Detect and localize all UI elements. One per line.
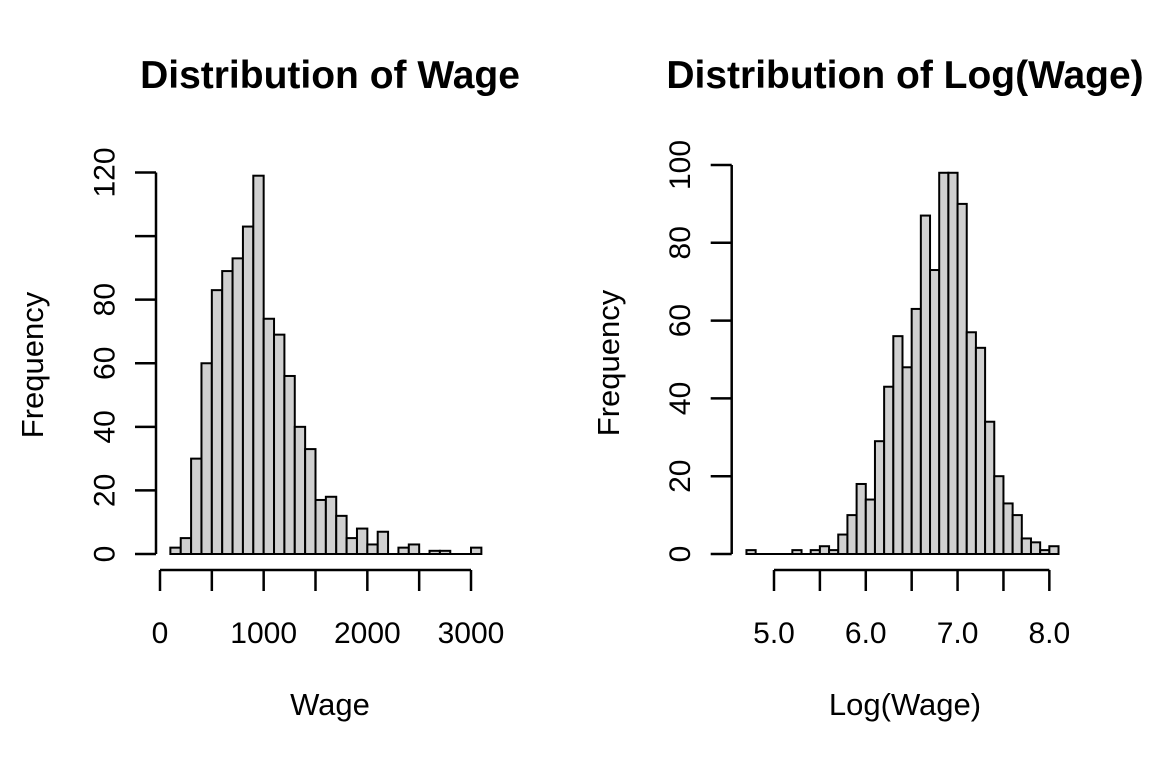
histogram-bar (947, 171, 959, 555)
x-axis-title-wage: Wage (290, 687, 370, 722)
histogram-bar (169, 546, 182, 556)
y-axis-title-log-wage: Frequency (591, 289, 626, 437)
histogram-bar (1039, 549, 1051, 555)
chart-title-log-wage: Distribution of Log(Wage) (666, 54, 1144, 97)
histogram-bar (335, 514, 348, 555)
histogram-bar (745, 549, 757, 555)
histogram-bar (864, 498, 876, 556)
x-axis-tick-label: 1000 (230, 617, 297, 650)
y-axis-tick-label: 20 (89, 474, 122, 507)
histogram-bar (828, 549, 840, 555)
histogram-bar (818, 545, 831, 555)
histogram-bar (809, 549, 821, 555)
y-axis-tick-label: 80 (664, 226, 697, 259)
histogram-bar (438, 549, 452, 555)
y-axis-title-wage: Frequency (15, 291, 50, 439)
histogram-bar (993, 475, 1005, 556)
histogram-bar (293, 425, 307, 555)
histogram-bar (397, 546, 410, 556)
x-axis-tick-label: 5.0 (753, 617, 795, 650)
y-axis-tick-label: 40 (89, 410, 122, 443)
histogram-bar (221, 270, 234, 555)
histogram-bar (1002, 502, 1014, 555)
histogram-bar (965, 331, 977, 555)
histogram-bar (919, 214, 932, 555)
x-axis-tick-label: 8.0 (1028, 617, 1070, 650)
histogram-bar (252, 174, 265, 555)
y-axis-tick-label: 0 (89, 546, 122, 563)
x-axis-tick-label: 2000 (334, 617, 401, 650)
x-axis-tick-label: 3000 (438, 617, 505, 650)
y-axis-tick-label: 120 (89, 147, 122, 197)
histogram-bar (791, 549, 803, 555)
histogram-bar (1011, 514, 1023, 555)
histogram-bar (892, 335, 904, 555)
histogram-bar (200, 362, 213, 556)
histogram-bar (407, 543, 421, 556)
chart-title-wage: Distribution of Wage (140, 54, 520, 97)
histogram-bar (428, 549, 441, 555)
histogram-bar (1029, 541, 1042, 556)
histogram-bar (324, 495, 338, 556)
x-axis-tick-label: 7.0 (937, 617, 979, 650)
histogram-bar (910, 307, 922, 555)
histogram-bar (901, 366, 913, 555)
histogram-bar (376, 530, 390, 556)
histogram-bar (974, 346, 987, 555)
histogram-bar (190, 457, 203, 556)
histogram-bar (883, 385, 895, 556)
y-axis-tick-label: 60 (664, 304, 697, 337)
histogram-bar (179, 537, 193, 555)
histogram-bar (956, 202, 968, 555)
histogram-bar (1048, 545, 1060, 555)
histogram-bar (366, 543, 379, 556)
histogram-bar (210, 289, 224, 555)
y-axis-tick-label: 40 (664, 382, 697, 415)
y-axis-tick-label: 80 (89, 283, 122, 316)
x-axis-title-log-wage: Log(Wage) (828, 687, 982, 722)
x-axis-tick-label: 0 (152, 617, 169, 650)
y-axis-tick-label: 0 (664, 546, 697, 563)
histogram-bar (241, 225, 255, 556)
histogram-bar (855, 482, 867, 556)
histogram-bar (304, 448, 317, 555)
histogram-bar (938, 171, 950, 555)
histogram-bar (873, 440, 886, 555)
histogram-bar (262, 317, 276, 555)
histogram-bar (345, 537, 358, 555)
histogram-bar (846, 514, 858, 555)
histogram-bar (355, 527, 369, 555)
y-axis-tick-label: 60 (89, 347, 122, 380)
histogram-bar (984, 420, 996, 555)
y-axis-tick-label: 20 (664, 460, 697, 493)
histogram-bar (470, 546, 483, 556)
y-axis-tick-label: 100 (664, 140, 697, 190)
x-axis-tick-label: 6.0 (845, 617, 887, 650)
histogram-bar (273, 333, 286, 555)
histogram-bar (314, 498, 327, 555)
histogram-bar (837, 533, 849, 555)
histogram-bar (929, 269, 941, 555)
histogram-bar (283, 374, 296, 556)
histogram-bar (231, 257, 244, 555)
histogram-bar (1020, 537, 1032, 556)
